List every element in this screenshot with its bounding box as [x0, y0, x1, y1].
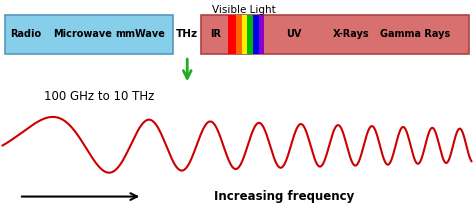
Text: IR: IR: [210, 29, 221, 39]
Text: mmWave: mmWave: [115, 29, 165, 39]
Bar: [236, 15, 242, 54]
Bar: [259, 15, 264, 54]
Bar: [5, 15, 173, 54]
Text: Radio: Radio: [10, 29, 42, 39]
Bar: [228, 15, 236, 54]
Bar: [201, 15, 469, 54]
Bar: [242, 15, 247, 54]
Text: Microwave: Microwave: [54, 29, 112, 39]
Text: Visible Light: Visible Light: [212, 5, 276, 15]
Bar: [247, 15, 253, 54]
Text: 100 GHz to 10 THz: 100 GHz to 10 THz: [45, 90, 155, 103]
Text: THz: THz: [176, 29, 198, 39]
Text: X-Rays: X-Rays: [332, 29, 369, 39]
Text: UV: UV: [286, 29, 301, 39]
Bar: [253, 15, 259, 54]
Text: Gamma Rays: Gamma Rays: [380, 29, 450, 39]
Text: Increasing frequency: Increasing frequency: [214, 190, 355, 203]
